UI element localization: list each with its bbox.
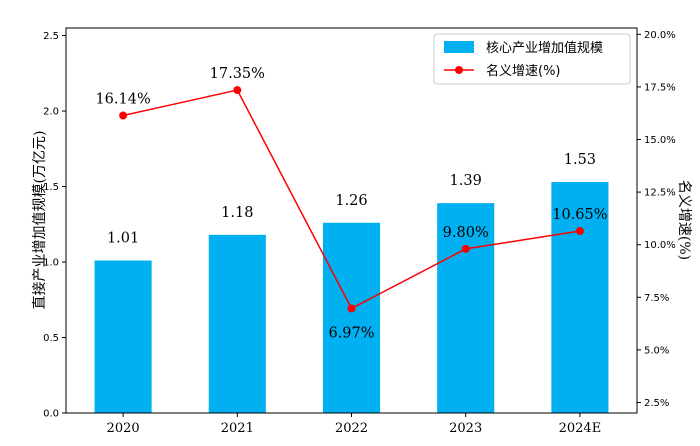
growth-point-2023 — [461, 244, 470, 253]
bar-label-2020: 1.01 — [107, 231, 139, 247]
right-y-axis: 2.5% 5.0% 7.5% 10.0% 12.5% 15.0% 17.5% 20.0% — [637, 30, 676, 409]
legend-frame — [433, 33, 631, 85]
left-tick-label-4: 2.0 — [43, 107, 59, 118]
legend: 核心产业增加值规模 名义增速(%) — [433, 33, 631, 85]
x-tick-label-2021: 2021 — [221, 421, 254, 436]
right-tick-label-5: 15.0% — [644, 135, 676, 146]
data-labels: 1.01 1.18 1.26 1.39 1.53 16.14% 17.35% 6.97% 9.8… — [95, 66, 607, 341]
left-tick-label-0: 0.0 — [43, 409, 59, 420]
growth-point-2024E — [575, 227, 584, 236]
x-tick-label-2022: 2022 — [335, 421, 368, 436]
growth-point-2022 — [347, 304, 356, 313]
bar-2023 — [437, 203, 495, 413]
growth-label-2021: 17.35% — [210, 66, 265, 82]
legend-line-marker — [455, 66, 463, 74]
left-tick-label-1: 0.5 — [43, 333, 59, 344]
x-tick-label-2024E: 2024E — [559, 421, 602, 436]
right-tick-label-4: 12.5% — [644, 188, 676, 199]
left-tick-label-3: 1.5 — [43, 182, 59, 193]
growth-label-2024E: 10.65% — [552, 207, 607, 223]
x-tick-label-2020: 2020 — [107, 421, 140, 436]
left-y-axis-title: 直接产业增加值规模(万亿元) — [31, 131, 48, 310]
x-tick-label-2023: 2023 — [449, 421, 482, 436]
bar-2024E — [551, 182, 609, 413]
right-tick-label-7: 20.0% — [644, 30, 676, 41]
x-axis: 2020 2021 2022 2023 2024E — [107, 413, 602, 436]
legend-line-label: 名义增速(%) — [486, 63, 561, 79]
line-series — [119, 86, 584, 313]
bar-label-2023: 1.39 — [450, 173, 482, 189]
growth-point-2021 — [233, 86, 242, 95]
growth-label-2020: 16.14% — [95, 92, 150, 108]
bar-2021 — [208, 234, 266, 413]
bar-2022 — [322, 222, 381, 413]
right-tick-label-1: 5.0% — [644, 345, 669, 356]
growth-label-2022: 6.97% — [328, 325, 374, 341]
right-y-axis-title: 名义增速(%) — [676, 180, 692, 260]
bar-2020 — [94, 260, 152, 413]
bar-label-2021: 1.18 — [221, 205, 253, 221]
legend-bar-label: 核心产业增加值规模 — [486, 40, 603, 56]
left-tick-label-2: 1.0 — [43, 258, 59, 269]
left-y-axis: 0.0 0.5 1.0 1.5 2.0 2.5 — [43, 31, 66, 420]
bar-label-2024E: 1.53 — [564, 152, 596, 168]
right-tick-label-2: 7.5% — [644, 293, 669, 304]
right-tick-label-3: 10.0% — [644, 240, 676, 251]
growth-label-2023: 9.80% — [443, 225, 489, 241]
legend-bar-swatch — [444, 41, 474, 53]
bar-series — [94, 182, 609, 413]
right-tick-label-0: 2.5% — [644, 398, 669, 409]
growth-point-2020 — [119, 111, 128, 120]
left-tick-label-5: 2.5 — [43, 31, 59, 42]
right-tick-label-6: 17.5% — [644, 82, 676, 93]
bar-label-2022: 1.26 — [335, 193, 367, 209]
